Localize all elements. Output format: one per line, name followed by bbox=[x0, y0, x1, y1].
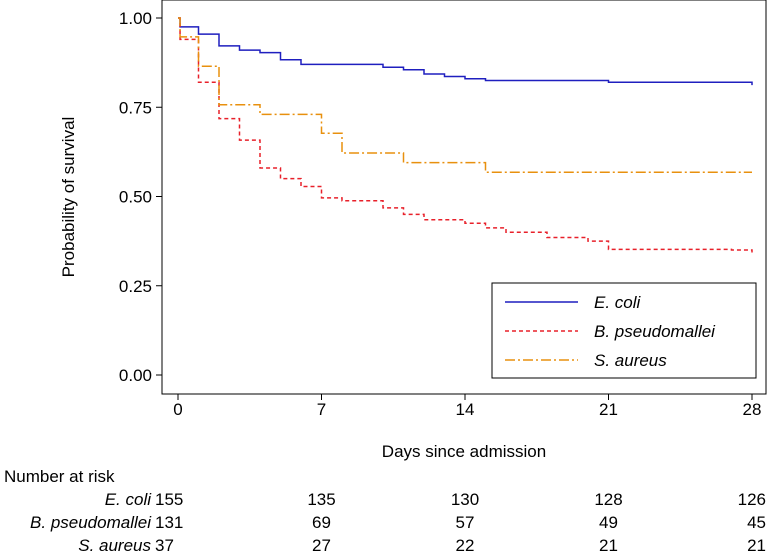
x-tick-label: 14 bbox=[456, 400, 475, 419]
risk-value: 128 bbox=[594, 490, 622, 509]
y-tick-label: 0.25 bbox=[119, 277, 152, 296]
risk-row-label: S. aureus bbox=[78, 536, 151, 555]
x-tick-label: 28 bbox=[743, 400, 762, 419]
risk-value: 21 bbox=[747, 536, 766, 555]
risk-value: 130 bbox=[451, 490, 479, 509]
y-tick-label: 1.00 bbox=[119, 9, 152, 28]
risk-value: 22 bbox=[456, 536, 475, 555]
legend-label: E. coli bbox=[594, 293, 642, 312]
risk-value: 126 bbox=[738, 490, 766, 509]
y-tick-label: 0.50 bbox=[119, 188, 152, 207]
legend-label: B. pseudomallei bbox=[594, 322, 716, 341]
y-tick-label: 0.75 bbox=[119, 98, 152, 117]
x-tick-label: 7 bbox=[317, 400, 326, 419]
risk-value: 57 bbox=[456, 513, 475, 532]
number-at-risk-title: Number at risk bbox=[4, 467, 115, 486]
risk-value: 27 bbox=[312, 536, 331, 555]
x-axis-label: Days since admission bbox=[382, 442, 546, 461]
risk-value: 21 bbox=[599, 536, 618, 555]
risk-row-label: B. pseudomallei bbox=[30, 513, 152, 532]
risk-row-label: E. coli bbox=[105, 490, 153, 509]
risk-value: 37 bbox=[155, 536, 174, 555]
risk-value: 69 bbox=[312, 513, 331, 532]
x-tick-label: 21 bbox=[599, 400, 618, 419]
number-at-risk-table: Number at risk E. coli 155 135 130 128 126 B. … bbox=[4, 467, 766, 555]
risk-value: 45 bbox=[747, 513, 766, 532]
y-axis-label: Probability of survival bbox=[59, 117, 78, 278]
risk-value: 131 bbox=[155, 513, 183, 532]
risk-value: 49 bbox=[599, 513, 618, 532]
x-tick-label: 0 bbox=[173, 400, 182, 419]
risk-value: 135 bbox=[307, 490, 335, 509]
legend-label: S. aureus bbox=[594, 351, 667, 370]
y-tick-label: 0.00 bbox=[119, 366, 152, 385]
legend: E. coli B. pseudomallei S. aureus bbox=[492, 283, 756, 378]
risk-value: 155 bbox=[155, 490, 183, 509]
